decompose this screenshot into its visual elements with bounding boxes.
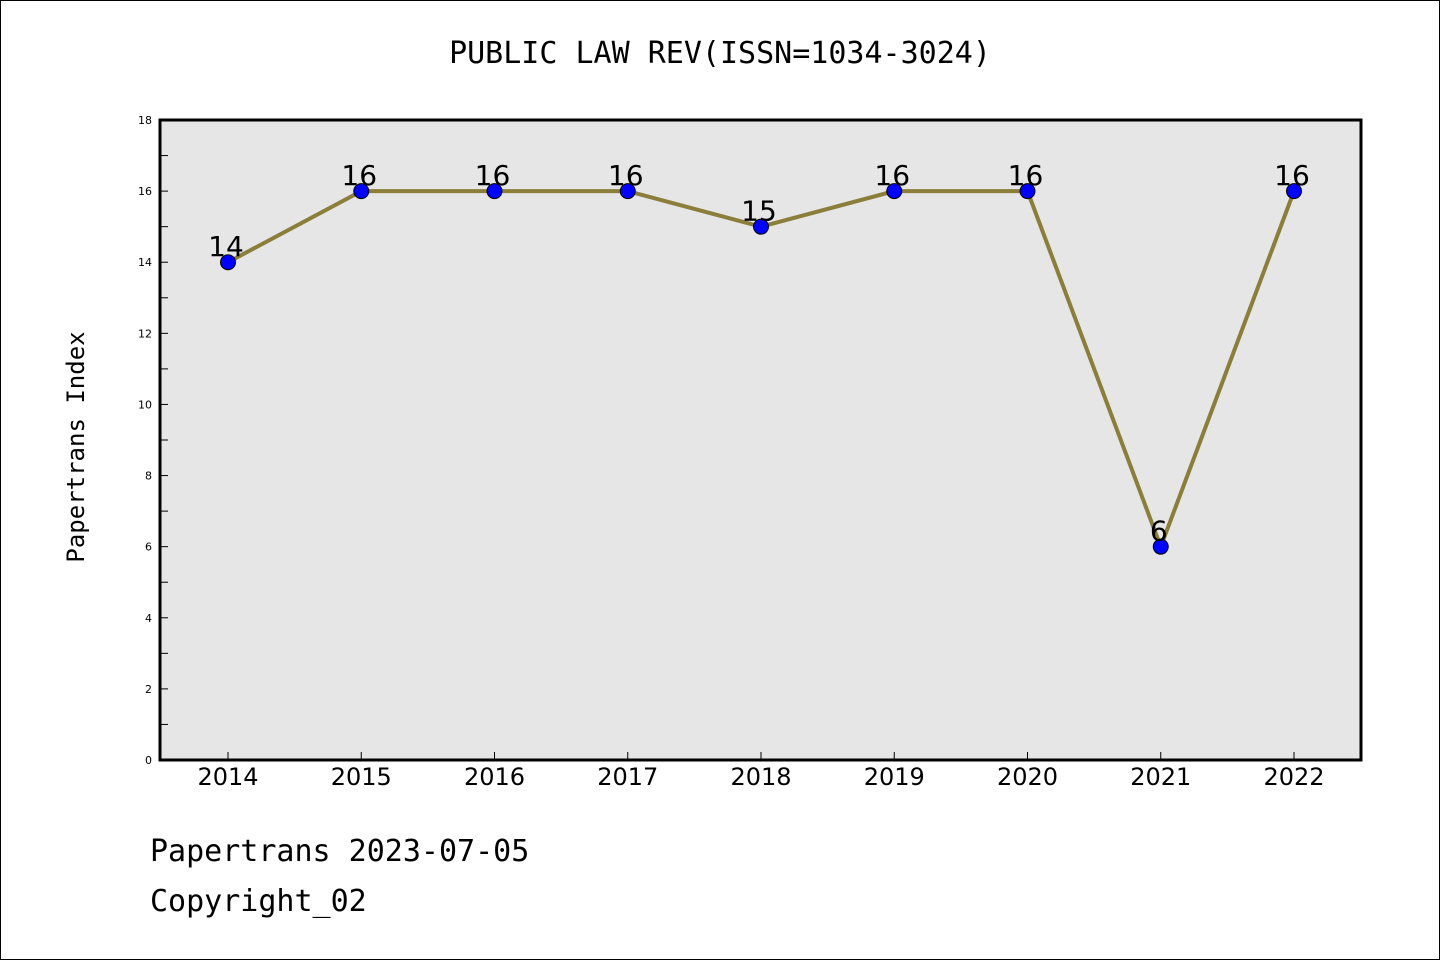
data-label: 15 [741,195,777,228]
y-tick-label: 18 [138,114,152,127]
y-tick-label: 6 [145,541,152,554]
x-tick-label: 2017 [597,763,658,791]
x-tick-label: 2020 [997,763,1058,791]
data-point [1152,538,1169,555]
data-label: 16 [1008,159,1044,192]
y-tick-label: 16 [138,185,152,198]
data-point [353,183,370,200]
x-tick-label: 2021 [1130,763,1191,791]
data-point [753,218,769,235]
data-label: 16 [475,159,511,192]
data-label: 16 [1274,159,1310,192]
x-tick-label: 2015 [331,763,392,791]
footer-copyright: Copyright_02 [150,884,367,919]
data-label: 16 [341,159,377,192]
y-tick-label: 12 [138,327,152,340]
data-label: 16 [874,159,910,192]
y-tick-label: 14 [138,256,152,269]
x-tick-label: 2018 [730,763,791,791]
footer-date: Papertrans 2023-07-05 [150,834,530,869]
y-tick-label: 8 [145,470,152,483]
y-tick-label: 10 [138,398,152,411]
data-label: 14 [208,230,244,263]
y-tick-label: 2 [145,683,152,696]
data-point [1286,183,1302,200]
data-point [220,254,236,271]
y-tick-label: 0 [145,754,152,767]
data-point [1019,183,1036,200]
chart-title: PUBLIC LAW REV(ISSN=1034-3024) [449,36,991,71]
data-point [619,183,636,200]
x-tick-label: 2014 [197,763,258,791]
x-tick-label: 2022 [1263,763,1324,791]
data-point [486,183,503,200]
x-tick-label: 2016 [464,763,525,791]
data-label: 6 [1150,515,1168,548]
data-point [886,183,903,200]
x-tick-label: 2019 [864,763,925,791]
y-tick-label: 4 [145,612,152,625]
data-label: 16 [608,159,644,192]
